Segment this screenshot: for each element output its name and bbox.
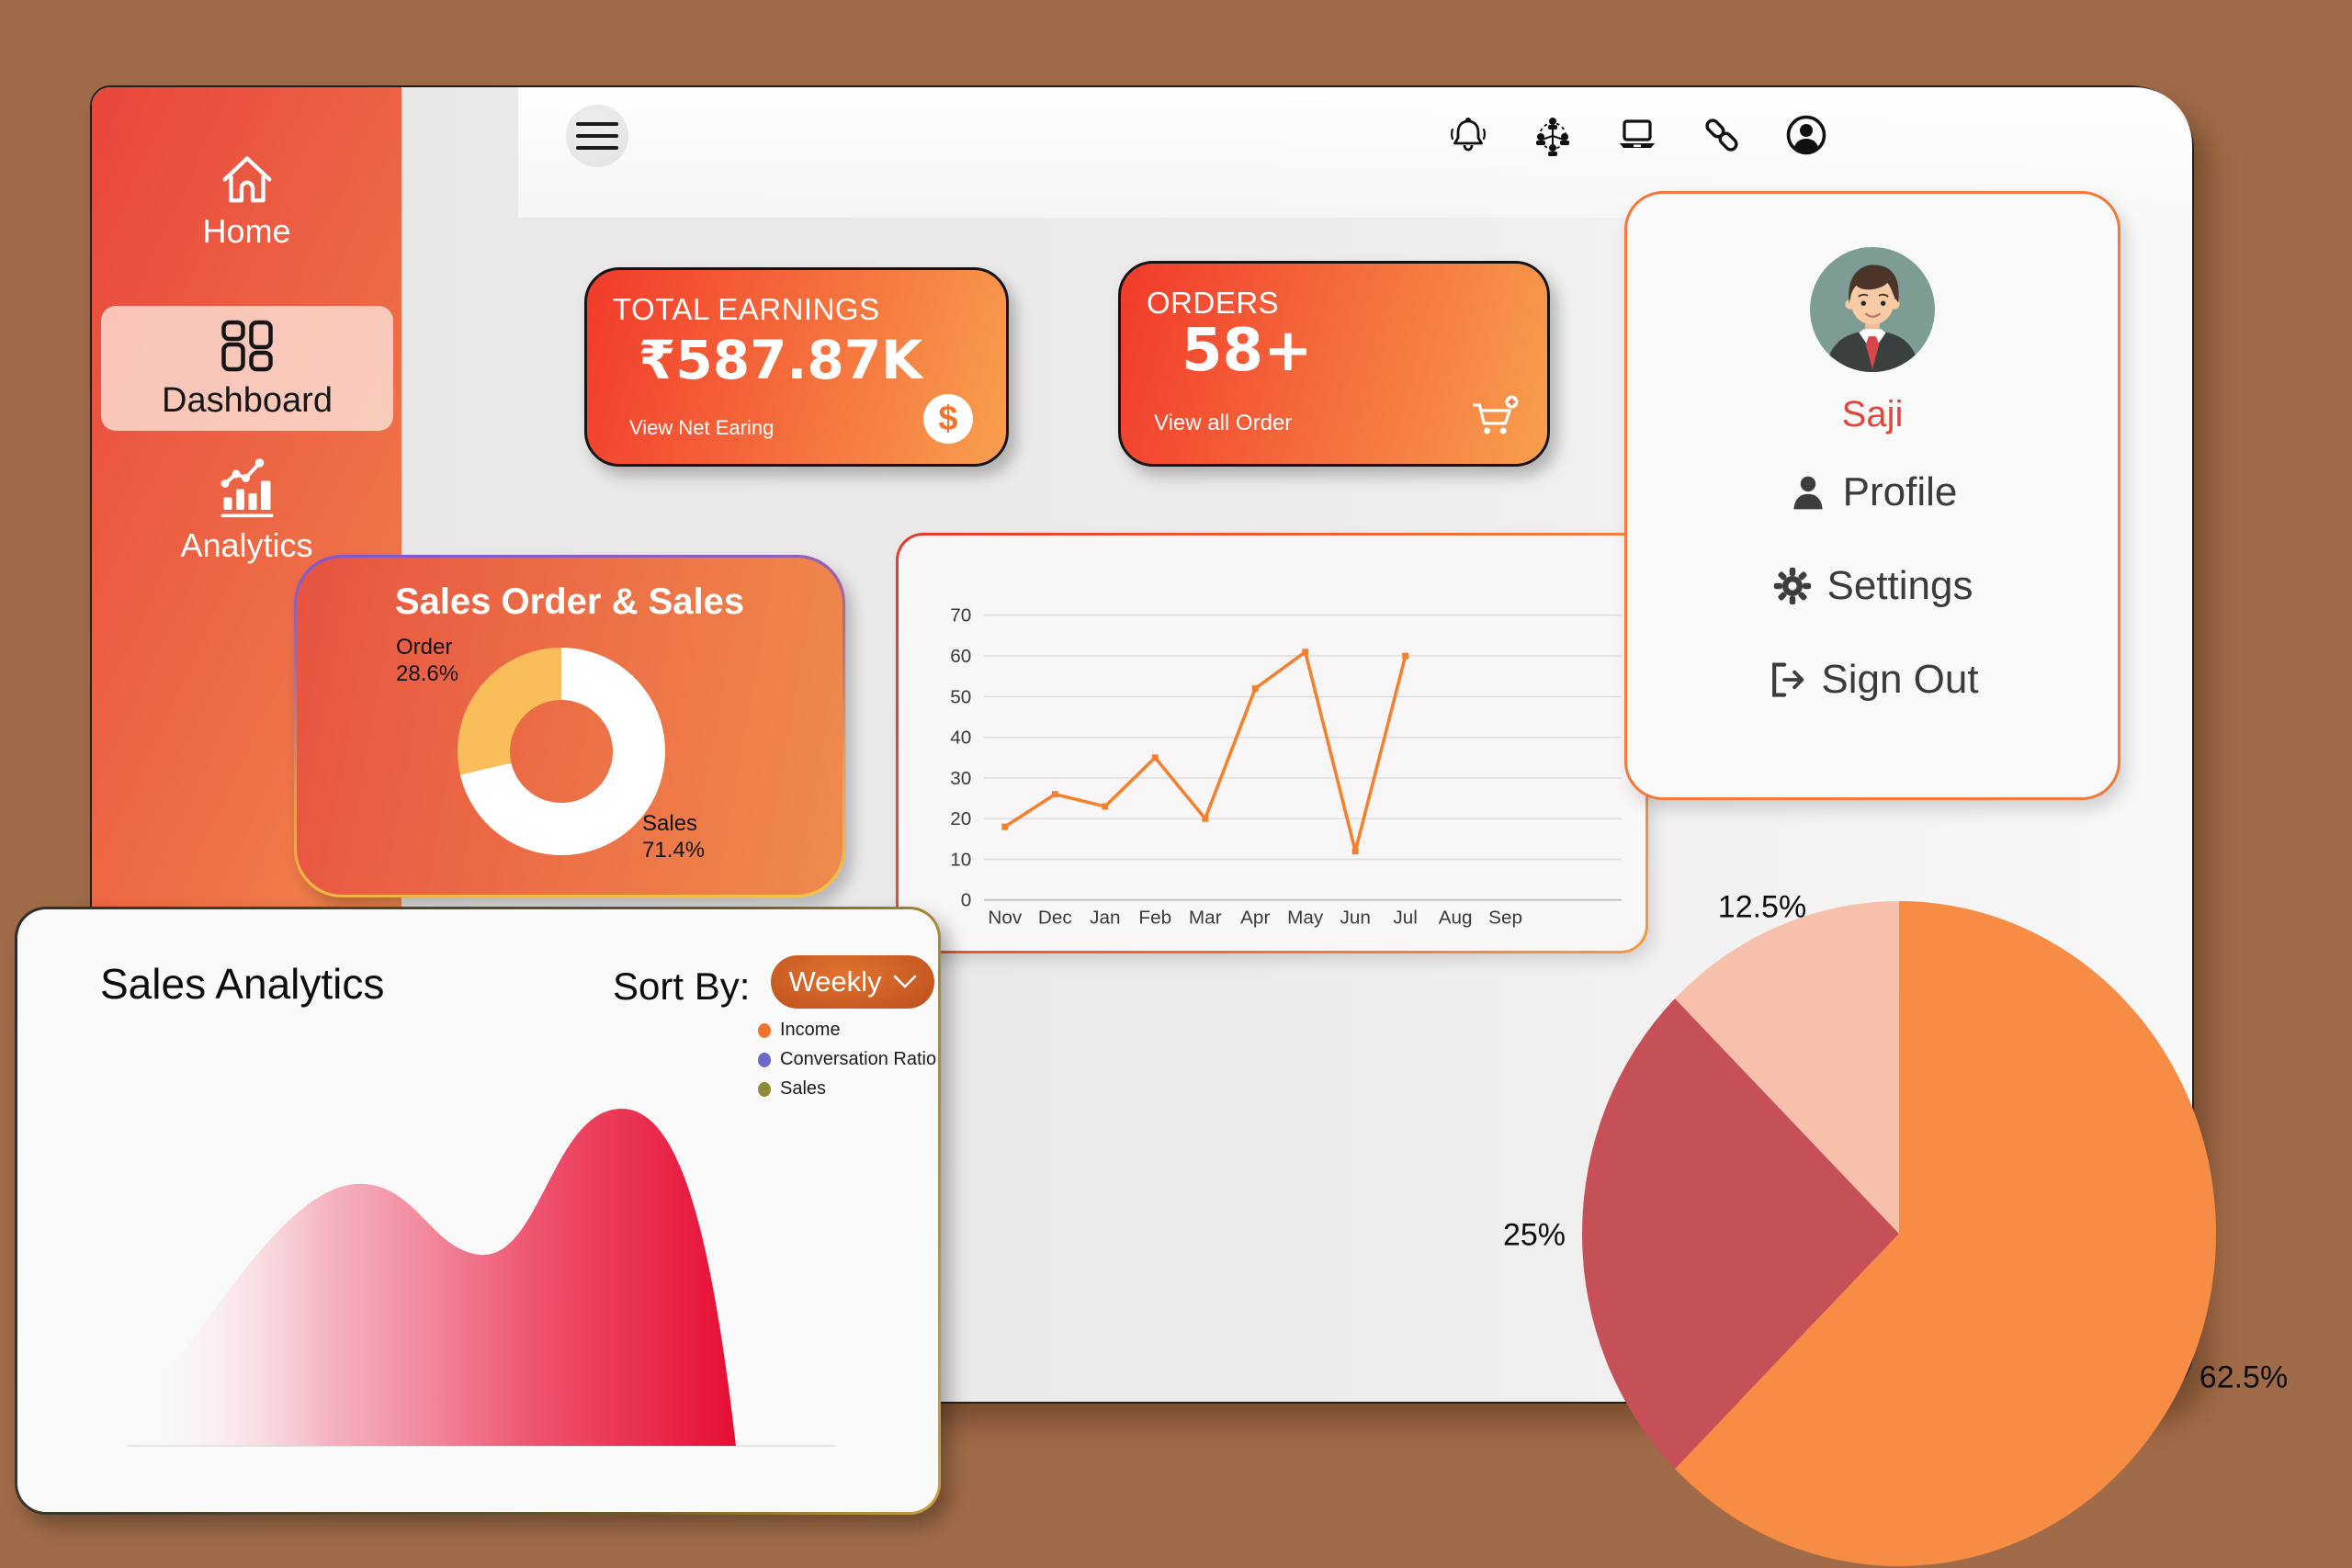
sort-by-label: Sort By: bbox=[613, 964, 751, 1008]
svg-text:Sep: Sep bbox=[1488, 907, 1522, 928]
sign-out-icon bbox=[1772, 662, 1804, 697]
area-chart-legend: Income Conversation Ratio Sales bbox=[758, 1020, 936, 1100]
bell-icon[interactable] bbox=[1446, 112, 1490, 158]
topbar-icon-group bbox=[1446, 112, 1828, 158]
legend-dot bbox=[758, 1052, 771, 1067]
earnings-value: ₹587.87K bbox=[639, 329, 923, 391]
profile-card: Saji Profile bbox=[1624, 191, 2120, 800]
menu-item-sign-out[interactable]: Sign Out bbox=[1766, 657, 1979, 703]
cart-plus-icon[interactable] bbox=[1470, 394, 1521, 442]
donut-label-order: Order 28.6% bbox=[396, 635, 459, 686]
donut-chart-title: Sales Order & Sales bbox=[394, 581, 745, 622]
svg-text:10: 10 bbox=[950, 849, 971, 870]
chevron-down-icon bbox=[893, 975, 916, 988]
svg-text:0: 0 bbox=[961, 890, 972, 911]
analytics-bars-icon bbox=[220, 458, 273, 518]
svg-text:Jul: Jul bbox=[1393, 907, 1418, 928]
legend-dot bbox=[758, 1022, 771, 1038]
user-profile-icon[interactable] bbox=[1784, 112, 1828, 158]
legend-item-income: Income bbox=[758, 1020, 936, 1041]
orders-title: ORDERS bbox=[1147, 286, 1280, 320]
sidebar-item-home[interactable]: Home bbox=[92, 150, 401, 251]
svg-text:50: 50 bbox=[950, 686, 971, 707]
pie-label-25: 25% bbox=[1502, 1217, 1566, 1253]
laptop-icon[interactable] bbox=[1615, 112, 1659, 158]
hamburger-icon bbox=[576, 122, 618, 126]
svg-text:20: 20 bbox=[950, 808, 971, 829]
orders-card: ORDERS 58+ View all Order bbox=[1118, 261, 1550, 467]
dashboard-grid-icon bbox=[221, 320, 273, 372]
hamburger-menu-button[interactable] bbox=[566, 105, 628, 167]
svg-text:Feb: Feb bbox=[1138, 907, 1171, 928]
svg-text:30: 30 bbox=[950, 768, 971, 789]
home-icon bbox=[222, 156, 271, 203]
donut-chart bbox=[458, 648, 665, 855]
network-icon[interactable] bbox=[1531, 112, 1575, 158]
avatar bbox=[1810, 247, 1935, 372]
donut-label-sales: Sales 71.4% bbox=[642, 811, 706, 863]
legend-item-conversation-ratio: Conversation Ratio bbox=[758, 1049, 936, 1070]
person-icon bbox=[1793, 476, 1823, 510]
earnings-title: TOTAL EARNINGS bbox=[613, 292, 880, 326]
svg-text:Mar: Mar bbox=[1189, 907, 1222, 928]
svg-text:May: May bbox=[1287, 907, 1324, 928]
share-pie-chart bbox=[1582, 901, 2216, 1566]
dollar-icon[interactable]: $ bbox=[923, 394, 973, 444]
pie-label-12-5: 12.5% bbox=[1717, 889, 1807, 925]
sales-order-donut-card: Sales Order & Sales Order 28.6% Sales 71… bbox=[294, 555, 845, 897]
sidebar-item-dashboard[interactable]: Dashboard bbox=[101, 306, 393, 431]
menu-item-settings[interactable]: Settings bbox=[1772, 563, 1973, 609]
sidebar-item-label: Home bbox=[202, 212, 291, 250]
pie-label-62-5: 62.5% bbox=[2199, 1359, 2289, 1395]
svg-text:60: 60 bbox=[950, 646, 971, 667]
svg-text:Aug: Aug bbox=[1439, 907, 1473, 928]
sort-by-dropdown[interactable]: Weekly bbox=[771, 955, 934, 1009]
svg-text:Apr: Apr bbox=[1240, 907, 1270, 928]
total-earnings-card: TOTAL EARNINGS ₹587.87K View Net Earing … bbox=[584, 267, 1009, 467]
profile-menu: Profile bbox=[1627, 469, 2118, 703]
menu-item-profile[interactable]: Profile bbox=[1788, 469, 1957, 515]
svg-text:40: 40 bbox=[950, 728, 971, 749]
sales-analytics-title: Sales Analytics bbox=[100, 960, 385, 1008]
profile-name: Saji bbox=[1841, 394, 1904, 434]
sidebar-item-label: Analytics bbox=[180, 526, 313, 564]
svg-text:Jan: Jan bbox=[1090, 907, 1120, 928]
svg-text:Dec: Dec bbox=[1038, 907, 1072, 928]
sidebar-item-analytics[interactable]: Analytics bbox=[92, 455, 401, 565]
link-icon[interactable] bbox=[1700, 112, 1744, 158]
gear-icon bbox=[1773, 567, 1811, 605]
view-net-earning-link[interactable]: View Net Earing bbox=[629, 416, 775, 439]
legend-dot bbox=[758, 1081, 771, 1097]
svg-text:Nov: Nov bbox=[988, 907, 1022, 928]
svg-text:70: 70 bbox=[950, 605, 971, 626]
line-chart: 0 10 20 30 40 50 60 70 Nov Dec Jan Feb Mar Apr May Jun J… bbox=[950, 605, 1622, 928]
svg-text:Jun: Jun bbox=[1340, 907, 1370, 928]
legend-item-sales: Sales bbox=[758, 1078, 936, 1100]
sales-analytics-card: Sales Analytics Sort By: Weekly Income C… bbox=[15, 907, 941, 1515]
sidebar-item-label: Dashboard bbox=[162, 381, 333, 420]
monthly-trend-card: 0 10 20 30 40 50 60 70 Nov Dec Jan Feb Mar Apr May Jun J… bbox=[896, 533, 1648, 953]
area-chart bbox=[128, 1108, 835, 1447]
view-all-orders-link[interactable]: View all Order bbox=[1154, 411, 1293, 435]
orders-value: 58+ bbox=[1182, 317, 1313, 385]
